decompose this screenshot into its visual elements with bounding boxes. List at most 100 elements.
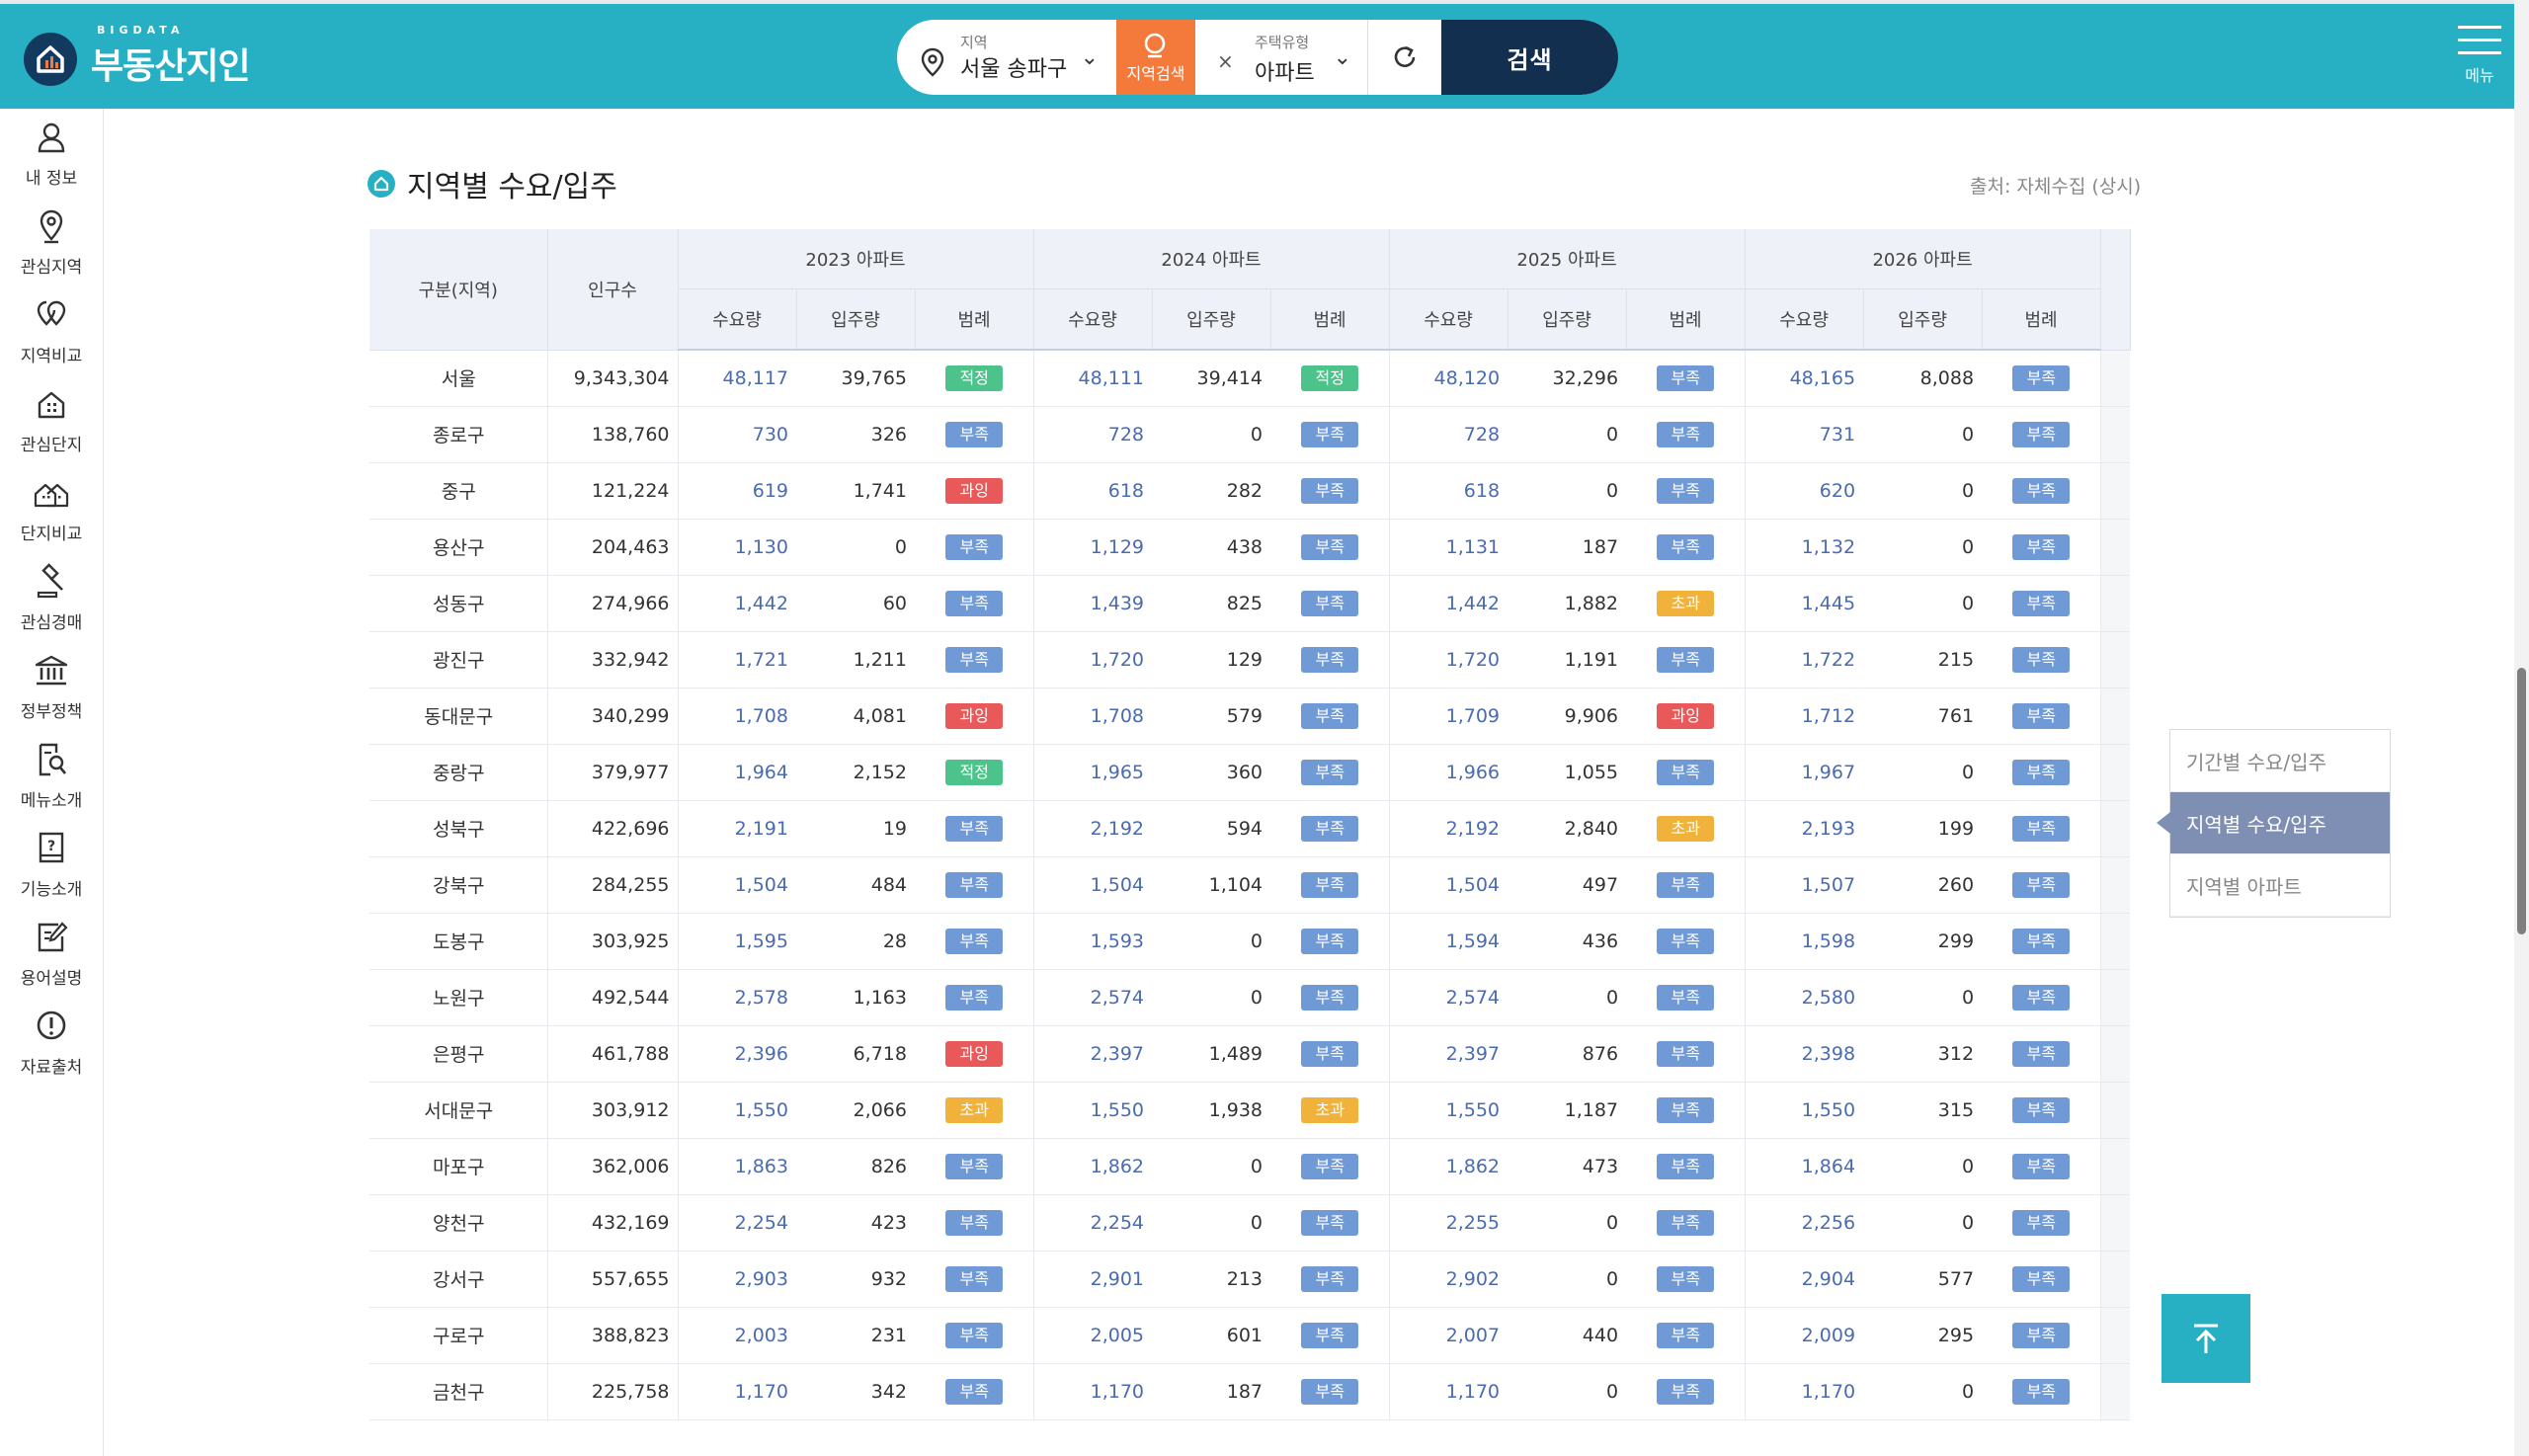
status-badge: 적정 (945, 364, 1004, 391)
demand-cell: 48,117 (678, 350, 796, 407)
section-nav: 기간별 수요/입주 지역별 수요/입주 지역별 아파트 (2157, 729, 2391, 918)
population-cell: 121,224 (547, 462, 679, 520)
supply-cell: 1,104 (1152, 856, 1271, 914)
demand-cell: 2,255 (1389, 1194, 1509, 1252)
demand-cell: 1,445 (1745, 575, 1864, 632)
sidebar-item-glossary[interactable]: 용어설명 (0, 909, 103, 998)
sidebar-item-my-info[interactable]: 내 정보 (0, 109, 103, 198)
legend-cell: 부족 (1270, 519, 1390, 576)
scroll-to-top-button[interactable] (2162, 1294, 2250, 1383)
sidebar-item-complex-compare[interactable]: 단지비교 (0, 464, 103, 553)
sidebar-item-interest-complex[interactable]: 관심단지 (0, 375, 103, 464)
sidebar-item-region-compare[interactable]: 지역비교 (0, 286, 103, 375)
demand-cell: 2,902 (1389, 1251, 1509, 1308)
population-cell: 332,942 (547, 631, 679, 688)
sidebar-item-label: 자료출처 (20, 1057, 83, 1078)
sidebar-item-menu-intro[interactable]: 메뉴소개 (0, 731, 103, 820)
legend-cell: 부족 (1982, 406, 2101, 463)
status-badge: 부족 (1657, 928, 1715, 954)
header-spacer (2100, 229, 2131, 351)
government-icon (35, 655, 68, 685)
region-cell: 도봉구 (369, 913, 548, 970)
home-logo-icon (24, 33, 77, 86)
supply-cell: 0 (1508, 1363, 1627, 1420)
status-badge: 과잉 (945, 477, 1004, 504)
demand-cell: 1,550 (1745, 1082, 1864, 1139)
search-submit-button[interactable]: 검색 (1441, 20, 1618, 95)
header-legend: 범례 (1270, 288, 1390, 351)
table-row: 구로구 388,823 2,003 231 부족 2,005 601 부족 2,007 440 부족… (369, 1307, 2131, 1364)
header-demand: 수요량 (678, 288, 797, 351)
chevron-down-icon: ⌄ (1080, 45, 1099, 70)
table-row: 마포구 362,006 1,863 826 부족 1,862 0 부족 1,862 473 부족 1,… (369, 1138, 2131, 1195)
supply-cell: 4,081 (796, 688, 915, 745)
sidebar-item-data-source[interactable]: 자료출처 (0, 998, 103, 1087)
house-type-label: 주택유형 (1255, 34, 1310, 51)
supply-cell: 260 (1863, 856, 1983, 914)
sidebar-item-label: 기능소개 (20, 879, 83, 900)
clear-icon[interactable]: × (1217, 49, 1234, 73)
supply-cell: 1,191 (1508, 631, 1627, 688)
supply-cell: 577 (1863, 1251, 1983, 1308)
sidebar-item-gov-policy[interactable]: 정부정책 (0, 642, 103, 731)
site-logo[interactable]: BIGDATA 부동산지인 (24, 24, 251, 89)
spacer-cell (2100, 969, 2131, 1026)
population-cell: 422,696 (547, 800, 679, 857)
sidebar-item-feature-intro[interactable]: ? 기능소개 (0, 820, 103, 909)
page-scrollbar-thumb[interactable] (2517, 668, 2526, 934)
supply-cell: 1,187 (1508, 1082, 1627, 1139)
table-row: 양천구 432,169 2,254 423 부족 2,254 0 부족 2,255 0 부족 2,25… (369, 1194, 2131, 1252)
house-type-select[interactable]: × 주택유형 아파트 ⌄ (1195, 20, 1368, 95)
supply-cell: 0 (1152, 1138, 1271, 1195)
legend-cell: 부족 (1626, 1025, 1746, 1083)
status-badge: 부족 (1301, 928, 1359, 954)
status-badge: 부족 (1301, 646, 1359, 673)
section-nav-period[interactable]: 기간별 수요/입주 (2170, 730, 2390, 792)
demand-cell: 1,442 (1389, 575, 1509, 632)
sidebar-item-label: 지역비교 (20, 346, 83, 366)
status-badge: 부족 (1301, 702, 1359, 729)
section-nav-region-apartment[interactable]: 지역별 아파트 (2170, 854, 2390, 917)
header-population: 인구수 (547, 229, 679, 351)
status-badge: 적정 (1301, 364, 1359, 391)
region-select[interactable]: 지역 서울 송파구 ⌄ (897, 20, 1116, 95)
region-cell: 강북구 (369, 856, 548, 914)
section-nav-region[interactable]: 지역별 수요/입주 (2157, 792, 2390, 854)
arrow-up-icon (2194, 1324, 2218, 1353)
spacer-cell (2100, 1025, 2131, 1083)
header-demand: 수요량 (1033, 288, 1153, 351)
demand-cell: 1,504 (1033, 856, 1153, 914)
status-badge: 부족 (945, 1378, 1004, 1405)
refresh-button[interactable] (1368, 20, 1441, 95)
demand-cell: 1,965 (1033, 744, 1153, 801)
menu-button[interactable]: 메뉴 (2445, 26, 2514, 86)
chevron-down-icon: ⌄ (1333, 45, 1351, 70)
status-badge: 부족 (1301, 871, 1359, 898)
legend-cell: 부족 (1626, 1363, 1746, 1420)
legend-cell: 부족 (1270, 688, 1390, 745)
legend-cell: 적정 (915, 350, 1034, 407)
page-scrollbar[interactable] (2514, 0, 2529, 1456)
sidebar-item-interest-region[interactable]: 관심지역 (0, 198, 103, 286)
demand-cell: 2,901 (1033, 1251, 1153, 1308)
demand-cell: 728 (1389, 406, 1509, 463)
demand-cell: 48,111 (1033, 350, 1153, 407)
supply-cell: 0 (1863, 744, 1983, 801)
header-year: 2023 아파트 (678, 229, 1034, 289)
demand-cell: 1,170 (678, 1363, 796, 1420)
status-badge: 부족 (945, 984, 1004, 1011)
sidebar-item-interest-auction[interactable]: 관심경매 (0, 553, 103, 642)
table-row: 성동구 274,966 1,442 60 부족 1,439 825 부족 1,442 1,882 초… (369, 575, 2131, 632)
demand-cell: 48,120 (1389, 350, 1509, 407)
legend-cell: 부족 (915, 913, 1034, 970)
legend-cell: 부족 (915, 519, 1034, 576)
demand-cell: 1,708 (678, 688, 796, 745)
supply-cell: 231 (796, 1307, 915, 1364)
population-cell: 284,255 (547, 856, 679, 914)
header-region: 구분(지역) (369, 229, 548, 351)
status-badge: 부족 (945, 421, 1004, 447)
region-cell: 금천구 (369, 1363, 548, 1420)
region-search-button[interactable]: 지역검색 (1116, 20, 1195, 95)
refresh-icon (1394, 45, 1416, 67)
demand-cell: 2,256 (1745, 1194, 1864, 1252)
